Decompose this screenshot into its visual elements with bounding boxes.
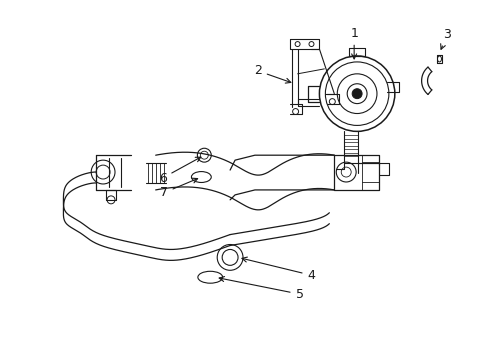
Text: 4: 4 xyxy=(242,257,315,282)
Text: 3: 3 xyxy=(440,28,450,49)
Text: 7: 7 xyxy=(159,178,197,199)
Circle shape xyxy=(351,89,361,99)
Text: 5: 5 xyxy=(219,276,303,301)
Text: 1: 1 xyxy=(349,27,357,59)
Text: 2: 2 xyxy=(253,64,290,83)
Text: 6: 6 xyxy=(159,157,201,185)
